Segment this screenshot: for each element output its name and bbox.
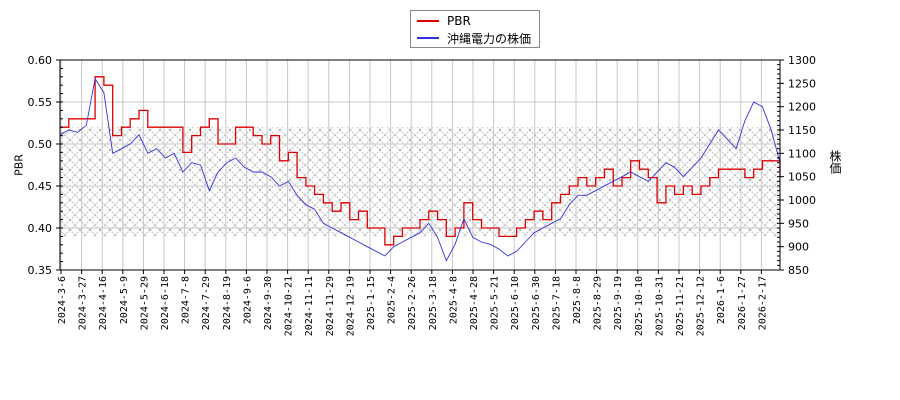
svg-text:0.40: 0.40 [28, 222, 53, 235]
plot-frame [59, 59, 781, 271]
svg-text:1100: 1100 [788, 147, 816, 160]
svg-text:2024-3-6: 2024-3-6 [57, 276, 68, 324]
price-swatch-icon [417, 37, 439, 39]
svg-text:0.60: 0.60 [28, 54, 53, 67]
pbr-swatch-icon [417, 20, 439, 22]
svg-text:1300: 1300 [788, 54, 816, 67]
legend-label-pbr: PBR [447, 14, 471, 28]
svg-text:2025-8-29: 2025-8-29 [593, 276, 604, 330]
svg-text:0.35: 0.35 [28, 264, 53, 277]
svg-text:2024-4-16: 2024-4-16 [98, 276, 109, 330]
svg-text:2024-8-19: 2024-8-19 [222, 276, 233, 330]
svg-text:2025-6-10: 2025-6-10 [510, 276, 521, 330]
svg-text:2025-5-21: 2025-5-21 [490, 276, 501, 330]
svg-text:2025-11-21: 2025-11-21 [675, 276, 686, 336]
svg-text:1250: 1250 [788, 77, 816, 90]
svg-text:2026-1-27: 2026-1-27 [737, 276, 748, 330]
right-axis: 850 900 950 1000 1050 1100 1150 1200 1250 1300 [777, 54, 816, 277]
svg-text:1000: 1000 [788, 194, 816, 207]
legend-label-price: 沖縄電力の株価 [447, 31, 532, 46]
left-axis-label: PBR [12, 154, 26, 176]
pbr-line [60, 76, 781, 246]
svg-text:2024-10-21: 2024-10-21 [284, 276, 295, 336]
svg-text:2024-7-8: 2024-7-8 [181, 276, 192, 324]
legend-item-pbr: PBR [411, 13, 471, 29]
svg-text:2024-12-19: 2024-12-19 [345, 276, 356, 336]
price-line [59, 77, 781, 262]
svg-text:2026-1-6: 2026-1-6 [716, 276, 727, 324]
svg-text:950: 950 [788, 217, 809, 230]
svg-text:900: 900 [788, 241, 809, 254]
svg-text:2025-9-19: 2025-9-19 [613, 276, 624, 330]
svg-text:1050: 1050 [788, 171, 816, 184]
legend: PBR 沖縄電力の株価 [410, 10, 540, 48]
svg-text:2025-6-30: 2025-6-30 [531, 276, 542, 330]
svg-text:2025-7-18: 2025-7-18 [551, 276, 562, 330]
svg-text:1150: 1150 [788, 124, 816, 137]
series-lines [59, 76, 781, 262]
svg-text:2024-5-29: 2024-5-29 [139, 276, 150, 330]
svg-text:2024-11-29: 2024-11-29 [325, 276, 336, 336]
svg-text:2024-7-29: 2024-7-29 [201, 276, 212, 330]
svg-text:2025-10-31: 2025-10-31 [654, 276, 665, 336]
svg-text:2025-8-8: 2025-8-8 [572, 276, 583, 324]
pbr-range-band [60, 127, 780, 237]
svg-text:2025-12-12: 2025-12-12 [696, 276, 707, 336]
svg-text:2024-5-9: 2024-5-9 [119, 276, 130, 324]
svg-text:0.45: 0.45 [28, 180, 53, 193]
svg-text:2024-9-6: 2024-9-6 [242, 276, 253, 324]
svg-text:2025-2-26: 2025-2-26 [407, 276, 418, 330]
left-axis: 0.35 0.40 0.45 0.50 0.55 0.60 [28, 54, 63, 277]
svg-text:1200: 1200 [788, 101, 816, 114]
legend-item-price: 沖縄電力の株価 [411, 30, 531, 46]
svg-text:2025-4-8: 2025-4-8 [448, 276, 459, 324]
svg-text:0.55: 0.55 [28, 96, 53, 109]
svg-text:2025-1-15: 2025-1-15 [366, 276, 377, 330]
svg-text:2025-2-4: 2025-2-4 [387, 276, 398, 324]
svg-text:2024-3-27: 2024-3-27 [78, 276, 89, 330]
plot-area: 0.35 0.40 0.45 0.50 0.55 0.60 850 900 950 1000 10… [28, 54, 817, 336]
svg-text:2025-10-10: 2025-10-10 [634, 276, 645, 336]
svg-text:2024-9-30: 2024-9-30 [263, 276, 274, 330]
svg-text:2024-6-18: 2024-6-18 [160, 276, 171, 330]
svg-text:850: 850 [788, 264, 809, 277]
svg-text:2025-3-18: 2025-3-18 [428, 276, 439, 330]
right-axis-label: 株価 [828, 150, 842, 174]
svg-text:0.50: 0.50 [28, 138, 53, 151]
x-axis: 2024-3-6 2024-3-27 2024-4-16 2024-5-9 2024-5… [57, 270, 768, 336]
svg-text:2025-4-28: 2025-4-28 [469, 276, 480, 330]
svg-text:2024-11-11: 2024-11-11 [304, 276, 315, 336]
svg-text:2026-2-17: 2026-2-17 [757, 276, 768, 330]
